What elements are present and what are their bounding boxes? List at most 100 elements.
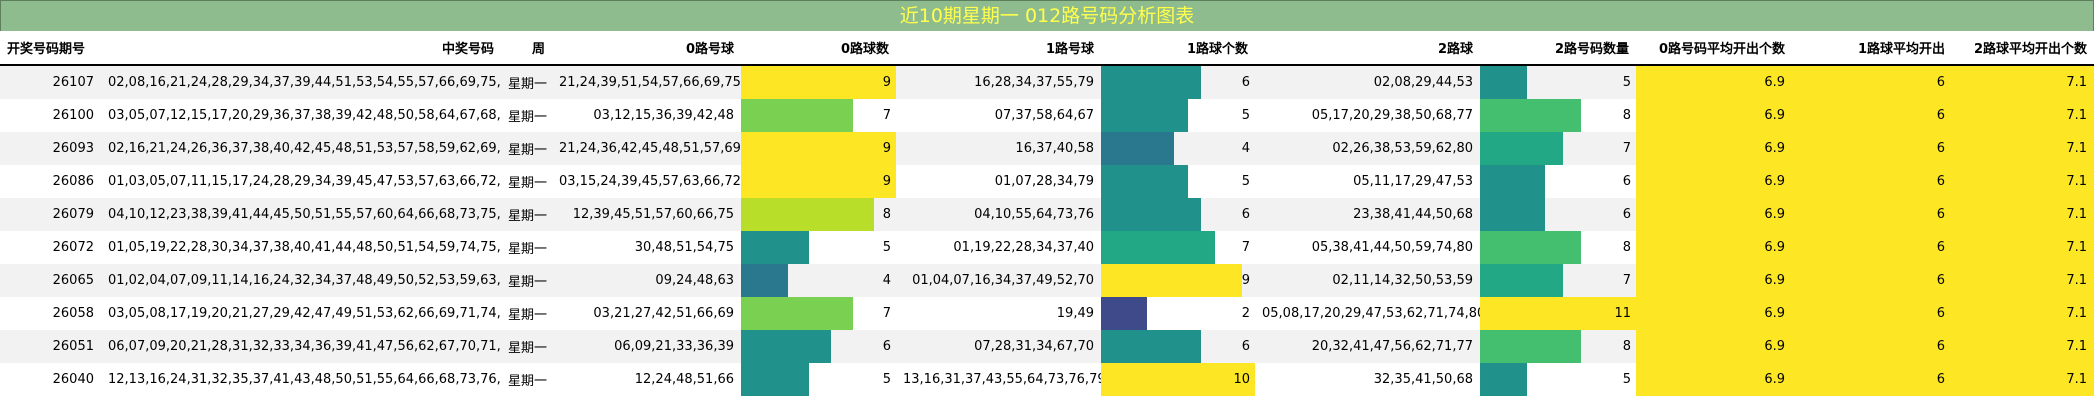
two-route-count-cell[interactable]: 5 bbox=[1480, 363, 1636, 396]
two-route-count-cell[interactable]: 7 bbox=[1480, 132, 1636, 165]
zero-route-avg-cell[interactable]: 6.9 bbox=[1636, 264, 1792, 297]
numbers-cell[interactable]: 12,13,16,24,31,32,35,37,41,43,48,50,51,5… bbox=[101, 363, 501, 396]
zero-route-count-cell[interactable]: 9 bbox=[741, 132, 896, 165]
numbers-cell[interactable]: 01,05,19,22,28,30,34,37,38,40,41,44,48,5… bbox=[101, 231, 501, 264]
week-cell[interactable]: 星期一 bbox=[501, 264, 552, 297]
two-route-balls-cell[interactable]: 05,38,41,44,50,59,74,80 bbox=[1255, 231, 1480, 264]
zero-route-count-cell[interactable]: 6 bbox=[741, 330, 896, 363]
one-route-count-cell[interactable]: 2 bbox=[1101, 297, 1255, 330]
zero-route-avg-cell[interactable]: 6.9 bbox=[1636, 330, 1792, 363]
one-route-avg-cell[interactable]: 6 bbox=[1792, 363, 1952, 396]
week-cell[interactable]: 星期一 bbox=[501, 363, 552, 396]
table-row[interactable]: 26100 03,05,07,12,15,17,20,29,36,37,38,39… bbox=[0, 99, 2094, 132]
one-route-balls-cell[interactable]: 01,19,22,28,34,37,40 bbox=[896, 231, 1101, 264]
zero-route-count-cell[interactable]: 7 bbox=[741, 297, 896, 330]
two-route-balls-cell[interactable]: 02,26,38,53,59,62,80 bbox=[1255, 132, 1480, 165]
two-route-balls-cell[interactable]: 02,11,14,32,50,53,59 bbox=[1255, 264, 1480, 297]
two-route-count-cell[interactable]: 8 bbox=[1480, 231, 1636, 264]
table-row[interactable]: 26065 01,02,04,07,09,11,14,16,24,32,34,37… bbox=[0, 264, 2094, 297]
header-two-route-count[interactable]: 2路号码数量 bbox=[1480, 31, 1636, 66]
week-cell[interactable]: 星期一 bbox=[501, 65, 552, 99]
table-row[interactable]: 26093 02,16,21,24,26,36,37,38,40,42,45,48… bbox=[0, 132, 2094, 165]
zero-route-balls-cell[interactable]: 12,24,48,51,66 bbox=[552, 363, 741, 396]
zero-route-count-cell[interactable]: 5 bbox=[741, 363, 896, 396]
issue-cell[interactable]: 26100 bbox=[0, 99, 101, 132]
issue-cell[interactable]: 26107 bbox=[0, 65, 101, 99]
one-route-count-cell[interactable]: 5 bbox=[1101, 165, 1255, 198]
zero-route-count-cell[interactable]: 5 bbox=[741, 231, 896, 264]
week-cell[interactable]: 星期一 bbox=[501, 165, 552, 198]
two-route-avg-cell[interactable]: 7.1 bbox=[1952, 231, 2094, 264]
two-route-balls-cell[interactable]: 05,08,17,20,29,47,53,62,71,74,80 bbox=[1255, 297, 1480, 330]
one-route-count-cell[interactable]: 10 bbox=[1101, 363, 1255, 396]
table-row[interactable]: 26051 06,07,09,20,21,28,31,32,33,34,36,39… bbox=[0, 330, 2094, 363]
header-issue[interactable]: 开奖号码期号 bbox=[0, 31, 101, 66]
one-route-balls-cell[interactable]: 13,16,31,37,43,55,64,73,76,79 bbox=[896, 363, 1101, 396]
header-week[interactable]: 周 bbox=[501, 31, 552, 66]
header-one-route-avg[interactable]: 1路球平均开出 bbox=[1792, 31, 1952, 66]
one-route-balls-cell[interactable]: 19,49 bbox=[896, 297, 1101, 330]
header-one-route-count[interactable]: 1路球个数 bbox=[1101, 31, 1255, 66]
one-route-avg-cell[interactable]: 6 bbox=[1792, 297, 1952, 330]
week-cell[interactable]: 星期一 bbox=[501, 198, 552, 231]
two-route-avg-cell[interactable]: 7.1 bbox=[1952, 363, 2094, 396]
two-route-avg-cell[interactable]: 7.1 bbox=[1952, 297, 2094, 330]
two-route-count-cell[interactable]: 5 bbox=[1480, 65, 1636, 99]
two-route-balls-cell[interactable]: 23,38,41,44,50,68 bbox=[1255, 198, 1480, 231]
one-route-avg-cell[interactable]: 6 bbox=[1792, 65, 1952, 99]
zero-route-avg-cell[interactable]: 6.9 bbox=[1636, 297, 1792, 330]
header-two-route-avg[interactable]: 2路球平均开出个数 bbox=[1952, 31, 2094, 66]
one-route-balls-cell[interactable]: 07,37,58,64,67 bbox=[896, 99, 1101, 132]
two-route-balls-cell[interactable]: 32,35,41,50,68 bbox=[1255, 363, 1480, 396]
zero-route-count-cell[interactable]: 4 bbox=[741, 264, 896, 297]
two-route-count-cell[interactable]: 6 bbox=[1480, 165, 1636, 198]
two-route-count-cell[interactable]: 7 bbox=[1480, 264, 1636, 297]
two-route-avg-cell[interactable]: 7.1 bbox=[1952, 99, 2094, 132]
issue-cell[interactable]: 26058 bbox=[0, 297, 101, 330]
numbers-cell[interactable]: 06,07,09,20,21,28,31,32,33,34,36,39,41,4… bbox=[101, 330, 501, 363]
zero-route-count-cell[interactable]: 7 bbox=[741, 99, 896, 132]
one-route-count-cell[interactable]: 5 bbox=[1101, 99, 1255, 132]
week-cell[interactable]: 星期一 bbox=[501, 231, 552, 264]
numbers-cell[interactable]: 03,05,08,17,19,20,21,27,29,42,47,49,51,5… bbox=[101, 297, 501, 330]
one-route-count-cell[interactable]: 9 bbox=[1101, 264, 1255, 297]
numbers-cell[interactable]: 02,08,16,21,24,28,29,34,37,39,44,51,53,5… bbox=[101, 65, 501, 99]
zero-route-avg-cell[interactable]: 6.9 bbox=[1636, 165, 1792, 198]
header-zero-route-avg[interactable]: 0路号码平均开出个数 bbox=[1636, 31, 1792, 66]
issue-cell[interactable]: 26072 bbox=[0, 231, 101, 264]
issue-cell[interactable]: 26040 bbox=[0, 363, 101, 396]
zero-route-balls-cell[interactable]: 03,12,15,36,39,42,48 bbox=[552, 99, 741, 132]
table-row[interactable]: 26086 01,03,05,07,11,15,17,24,28,29,34,39… bbox=[0, 165, 2094, 198]
two-route-balls-cell[interactable]: 20,32,41,47,56,62,71,77 bbox=[1255, 330, 1480, 363]
two-route-avg-cell[interactable]: 7.1 bbox=[1952, 264, 2094, 297]
numbers-cell[interactable]: 04,10,12,23,38,39,41,44,45,50,51,55,57,6… bbox=[101, 198, 501, 231]
week-cell[interactable]: 星期一 bbox=[501, 132, 552, 165]
numbers-cell[interactable]: 03,05,07,12,15,17,20,29,36,37,38,39,42,4… bbox=[101, 99, 501, 132]
table-row[interactable]: 26058 03,05,08,17,19,20,21,27,29,42,47,49… bbox=[0, 297, 2094, 330]
one-route-balls-cell[interactable]: 01,04,07,16,34,37,49,52,70 bbox=[896, 264, 1101, 297]
one-route-count-cell[interactable]: 4 bbox=[1101, 132, 1255, 165]
table-row[interactable]: 26040 12,13,16,24,31,32,35,37,41,43,48,50… bbox=[0, 363, 2094, 396]
two-route-avg-cell[interactable]: 7.1 bbox=[1952, 165, 2094, 198]
two-route-avg-cell[interactable]: 7.1 bbox=[1952, 330, 2094, 363]
zero-route-avg-cell[interactable]: 6.9 bbox=[1636, 198, 1792, 231]
two-route-balls-cell[interactable]: 02,08,29,44,53 bbox=[1255, 65, 1480, 99]
two-route-avg-cell[interactable]: 7.1 bbox=[1952, 132, 2094, 165]
one-route-count-cell[interactable]: 7 bbox=[1101, 231, 1255, 264]
issue-cell[interactable]: 26051 bbox=[0, 330, 101, 363]
zero-route-balls-cell[interactable]: 21,24,39,51,54,57,66,69,75 bbox=[552, 65, 741, 99]
one-route-balls-cell[interactable]: 07,28,31,34,67,70 bbox=[896, 330, 1101, 363]
table-row[interactable]: 26072 01,05,19,22,28,30,34,37,38,40,41,44… bbox=[0, 231, 2094, 264]
two-route-balls-cell[interactable]: 05,11,17,29,47,53 bbox=[1255, 165, 1480, 198]
zero-route-count-cell[interactable]: 8 bbox=[741, 198, 896, 231]
zero-route-avg-cell[interactable]: 6.9 bbox=[1636, 363, 1792, 396]
numbers-cell[interactable]: 01,03,05,07,11,15,17,24,28,29,34,39,45,4… bbox=[101, 165, 501, 198]
week-cell[interactable]: 星期一 bbox=[501, 297, 552, 330]
two-route-avg-cell[interactable]: 7.1 bbox=[1952, 65, 2094, 99]
header-numbers[interactable]: 中奖号码 bbox=[101, 31, 501, 66]
header-two-route-balls[interactable]: 2路球 bbox=[1255, 31, 1480, 66]
zero-route-balls-cell[interactable]: 21,24,36,42,45,48,51,57,69 bbox=[552, 132, 741, 165]
week-cell[interactable]: 星期一 bbox=[501, 330, 552, 363]
zero-route-count-cell[interactable]: 9 bbox=[741, 65, 896, 99]
zero-route-balls-cell[interactable]: 03,21,27,42,51,66,69 bbox=[552, 297, 741, 330]
